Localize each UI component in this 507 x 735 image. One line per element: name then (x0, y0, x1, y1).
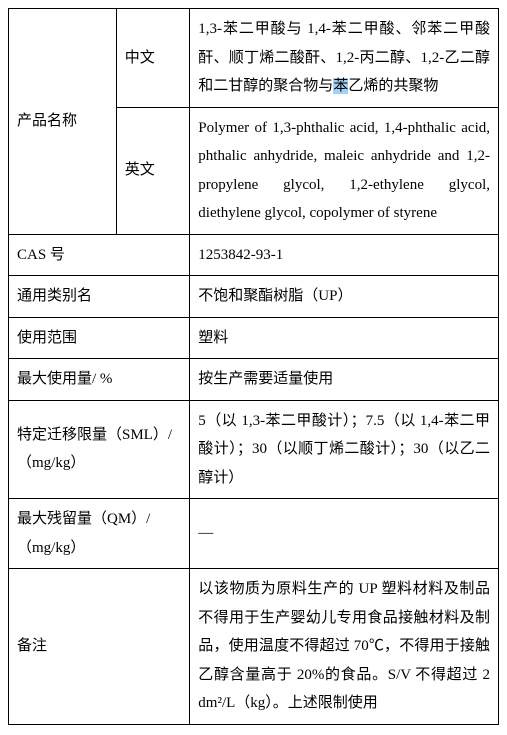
value-max-usage: 按生产需要适量使用 (190, 359, 499, 401)
value-scope: 塑料 (190, 317, 499, 359)
value-sml: 5（以 1,3-苯二甲酸计）；7.5（以 1,4-苯二甲酸计）；30（以顺丁烯二… (190, 400, 499, 499)
label-sml: 特定迁移限量（SML）/（mg/kg） (9, 400, 190, 499)
sublabel-en: 英文 (116, 107, 190, 234)
table-row: 通用类别名 不饱和聚酯树脂（UP） (9, 276, 499, 318)
label-generic-name: 通用类别名 (9, 276, 190, 318)
table-row: 特定迁移限量（SML）/（mg/kg） 5（以 1,3-苯二甲酸计）；7.5（以… (9, 400, 499, 499)
label-max-usage: 最大使用量/ % (9, 359, 190, 401)
label-notes: 备注 (9, 569, 190, 725)
label-cas: CAS 号 (9, 234, 190, 276)
value-generic-name: 不饱和聚酯树脂（UP） (190, 276, 499, 318)
zh-highlight: 苯 (333, 78, 348, 94)
label-scope: 使用范围 (9, 317, 190, 359)
table-row: 最大残留量（QM）/（mg/kg） — (9, 499, 499, 569)
spec-table: 产品名称 中文 1,3-苯二甲酸与 1,4-苯二甲酸、邻苯二甲酸酐、顺丁烯二酸酐… (8, 8, 499, 725)
label-qm: 最大残留量（QM）/（mg/kg） (9, 499, 190, 569)
value-qm: — (190, 499, 499, 569)
table-row: 最大使用量/ % 按生产需要适量使用 (9, 359, 499, 401)
value-product-name-en: Polymer of 1,3-phthalic acid, 1,4-phthal… (190, 107, 499, 234)
label-product-name: 产品名称 (9, 9, 117, 235)
value-notes: 以该物质为原料生产的 UP 塑料材料及制品不得用于生产婴幼儿专用食品接触材料及制… (190, 569, 499, 725)
sublabel-zh: 中文 (116, 9, 190, 108)
value-product-name-zh: 1,3-苯二甲酸与 1,4-苯二甲酸、邻苯二甲酸酐、顺丁烯二酸酐、1,2-丙二醇… (190, 9, 499, 108)
table-row: 备注 以该物质为原料生产的 UP 塑料材料及制品不得用于生产婴幼儿专用食品接触材… (9, 569, 499, 725)
table-row: CAS 号 1253842-93-1 (9, 234, 499, 276)
table-row: 产品名称 中文 1,3-苯二甲酸与 1,4-苯二甲酸、邻苯二甲酸酐、顺丁烯二酸酐… (9, 9, 499, 108)
value-cas: 1253842-93-1 (190, 234, 499, 276)
table-row: 使用范围 塑料 (9, 317, 499, 359)
zh-post: 乙烯的共聚物 (348, 78, 438, 94)
